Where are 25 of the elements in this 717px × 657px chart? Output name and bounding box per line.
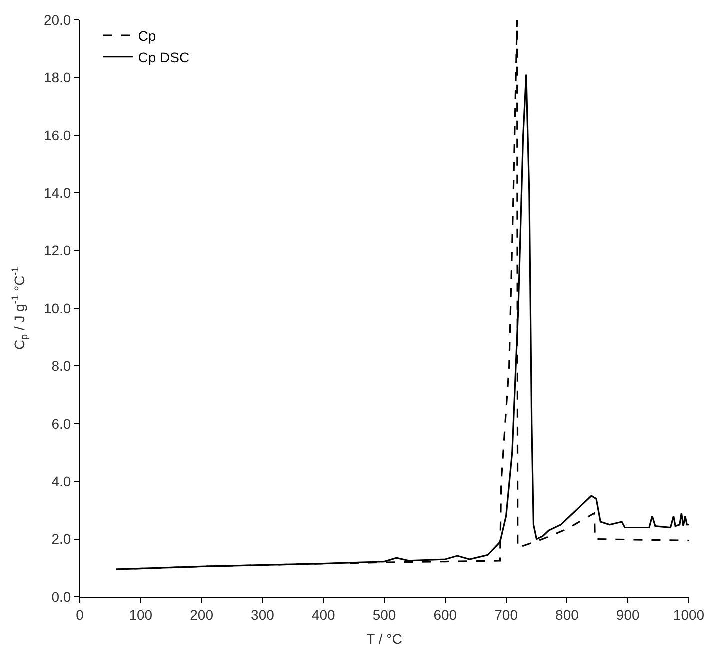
- x-tick-label: 900: [616, 606, 640, 623]
- y-tick-label: 4.0: [52, 474, 72, 490]
- x-axis-title: T / °C: [366, 631, 402, 648]
- x-tick-label: 1000: [673, 606, 705, 623]
- legend-label: Cp DSC: [138, 49, 190, 66]
- x-tick-label: 500: [372, 606, 396, 623]
- x-tick-label: 400: [312, 606, 336, 623]
- y-tick-label: 10.0: [44, 300, 72, 316]
- y-tick-label: 6.0: [52, 416, 72, 432]
- y-tick-label: 14.0: [44, 185, 72, 201]
- y-tick-label: 18.0: [44, 70, 72, 86]
- y-tick-label: 0.0: [52, 588, 72, 605]
- legend-label: Cp: [138, 28, 156, 44]
- x-tick-label: 300: [251, 606, 275, 623]
- x-tick-label: 200: [190, 606, 214, 623]
- x-tick-label: 100: [129, 606, 153, 623]
- x-tick-label: 800: [556, 606, 580, 623]
- y-tick-label: 2.0: [52, 531, 72, 548]
- y-tick-label: 12.0: [44, 242, 72, 259]
- y-tick-label: 8.0: [52, 358, 72, 374]
- x-tick-label: 600: [434, 606, 458, 623]
- x-tick-label: 0: [76, 606, 84, 623]
- x-tick-label: 700: [494, 606, 518, 623]
- y-tick-label: 16.0: [44, 127, 72, 144]
- y-tick-label: 20.0: [44, 12, 72, 28]
